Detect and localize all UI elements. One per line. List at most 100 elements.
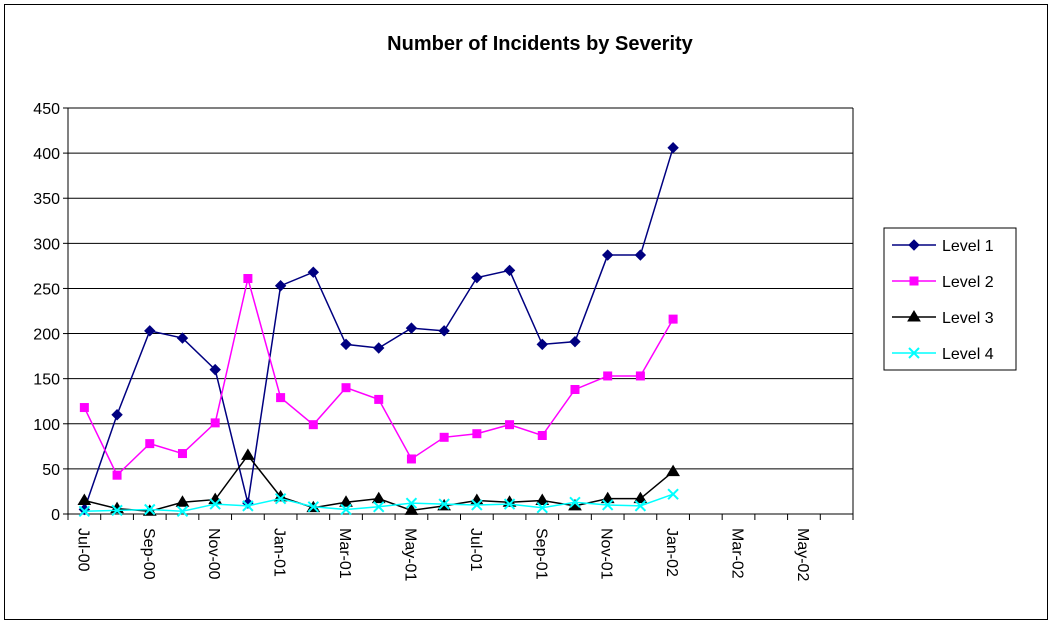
x-tick-label: May-02 [794,528,811,581]
data-point-level-1 [471,271,483,284]
data-point-level-3 [339,495,353,507]
data-point-level-1 [503,264,516,277]
chart-title: Number of Incidents by Severity [387,33,694,55]
data-point-level-3 [175,495,190,507]
data-point-level-2 [210,418,220,428]
legend [883,227,1017,371]
data-point-level-4 [340,503,352,516]
data-point-level-3 [77,493,92,505]
data-point-level-2 [603,371,613,381]
x-tick-label: Jul-00 [74,528,91,572]
data-point-level-4 [242,500,254,512]
data-point-level-2 [374,394,384,404]
data-point-level-1 [405,322,418,334]
data-point-level-3 [633,491,648,504]
data-point-level-4 [307,501,320,513]
data-point-level-2 [570,384,580,394]
data-point-level-4 [536,501,548,514]
data-point-level-1 [438,325,450,337]
data-point-level-4 [144,503,156,516]
data-point-level-1 [209,363,221,376]
x-tick-label: Jul-01 [467,528,484,572]
x-tick-label: Sep-00 [140,528,157,580]
data-point-level-1 [176,332,189,344]
data-point-level-2 [406,454,416,464]
y-tick-label: 450 [33,101,60,118]
data-point-level-4 [503,498,516,510]
data-point-level-4 [471,499,483,511]
data-point-level-2 [439,432,449,442]
data-point-level-2 [308,420,318,430]
y-tick-label: 50 [42,462,60,479]
x-tick-label: Sep-01 [532,528,549,580]
data-point-level-4 [78,505,91,518]
y-tick-label: 150 [33,372,60,389]
data-point-level-4 [209,498,221,510]
data-point-level-3 [241,448,255,460]
data-point-level-1 [78,503,91,516]
data-point-level-1 [111,409,123,421]
data-point-level-2 [472,429,482,439]
y-tick-label: 200 [33,327,60,344]
data-point-level-2 [635,371,645,381]
data-point-level-2 [79,403,89,413]
data-point-level-1 [274,280,287,292]
data-point-level-1 [667,141,679,154]
x-tick-label: Nov-01 [598,528,615,580]
data-point-level-2 [145,439,155,449]
x-tick-label: Mar-01 [336,528,353,579]
data-point-level-4 [111,504,123,517]
data-point-level-1 [634,249,647,261]
legend-marker [909,276,919,286]
data-point-level-4 [438,498,450,510]
y-tick-label: 0 [51,507,60,524]
data-point-level-4 [405,497,418,509]
data-point-level-2 [341,383,351,393]
data-point-level-3 [535,493,550,505]
x-tick-label: Jan-01 [271,528,288,577]
data-point-level-3 [600,491,615,504]
legend-label: Level 3 [942,310,994,327]
data-point-level-4 [569,496,581,508]
data-point-level-2 [505,420,515,430]
x-tick-label: Nov-00 [205,528,222,580]
x-tick-label: Jan-02 [663,528,680,577]
legend-label: Level 2 [942,274,994,291]
y-tick-label: 100 [33,417,60,434]
legend-marker [907,310,921,322]
data-point-level-2 [276,393,286,403]
legend-label: Level 1 [942,238,994,255]
data-point-level-1 [569,335,581,348]
data-point-level-2 [243,274,253,284]
data-point-level-4 [601,499,614,511]
data-point-level-4 [373,501,385,513]
x-tick-label: Mar-02 [729,528,746,579]
data-point-level-1 [307,266,320,278]
y-tick-label: 250 [33,281,60,298]
data-point-level-3 [371,491,386,504]
data-point-level-2 [112,470,122,480]
data-point-level-2 [177,449,187,459]
legend-label: Level 4 [942,346,994,363]
data-point-level-1 [340,338,352,351]
data-point-level-1 [144,325,156,337]
x-tick-label: May-01 [401,528,418,581]
data-point-level-4 [176,505,189,518]
data-point-level-1 [601,249,614,261]
series-line-level-1 [83,147,674,510]
data-point-level-2 [668,314,678,324]
y-tick-label: 400 [33,146,60,163]
data-point-level-1 [536,338,548,351]
legend-marker [908,347,920,359]
data-point-level-2 [537,431,547,441]
data-point-level-1 [373,342,385,354]
legend-marker [908,239,920,251]
data-point-level-3 [666,464,680,477]
y-tick-label: 300 [33,236,60,253]
y-tick-label: 350 [33,191,60,208]
data-point-level-3 [404,503,419,515]
series-line-level-2 [83,278,674,477]
data-point-level-4 [634,500,647,512]
data-point-level-4 [667,488,679,500]
